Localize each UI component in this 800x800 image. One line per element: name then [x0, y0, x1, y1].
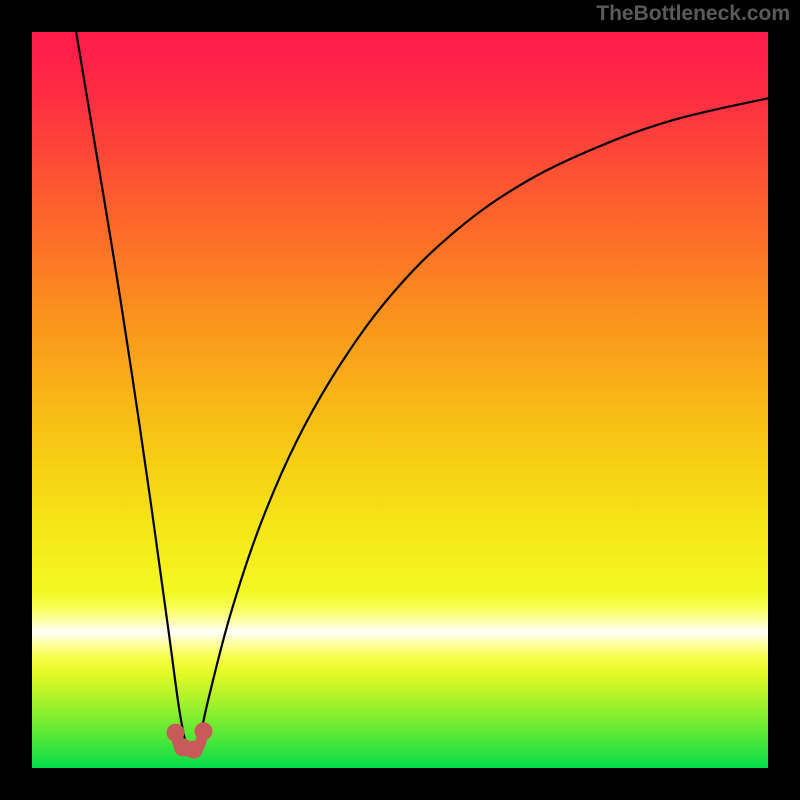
watermark-text: TheBottleneck.com: [596, 2, 790, 26]
valley-marker-dot: [185, 741, 203, 759]
valley-marker-dot: [194, 722, 212, 740]
curve-overlay: [32, 32, 768, 768]
bottleneck-curve: [76, 32, 768, 751]
plot-area: [32, 32, 768, 768]
